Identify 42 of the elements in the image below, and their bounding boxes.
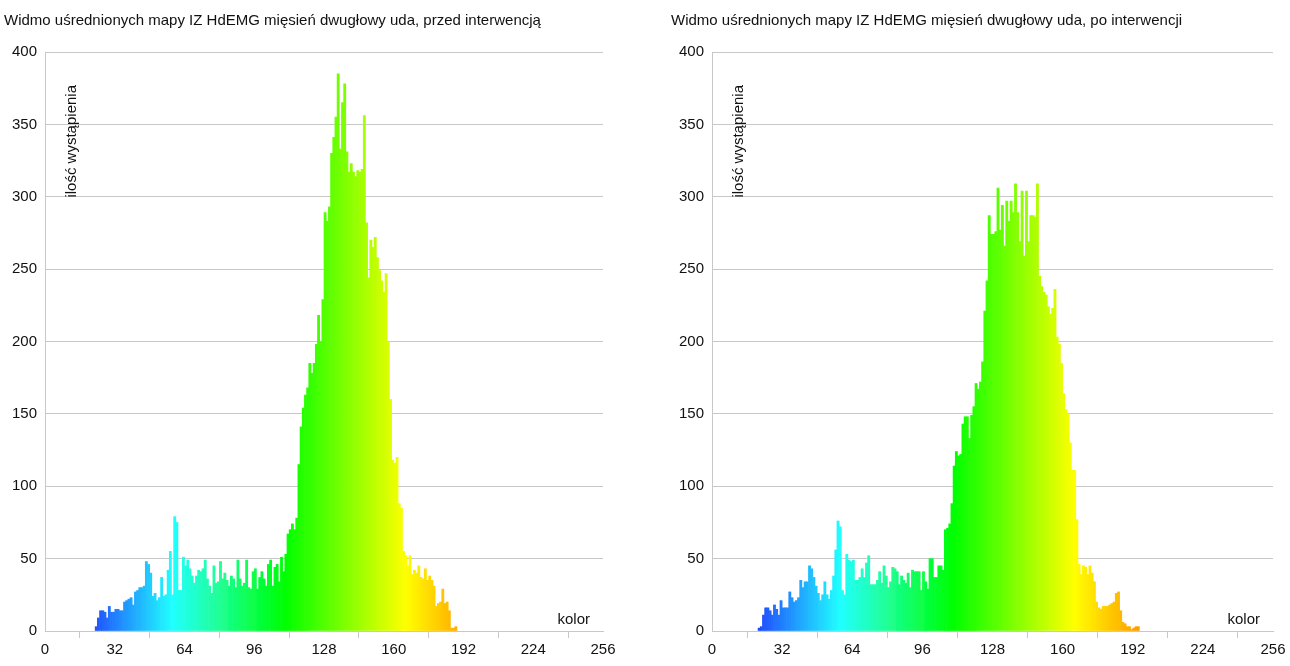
x-tick-label: 0 bbox=[40, 640, 50, 658]
x-tick-label: 192 bbox=[1120, 640, 1146, 658]
chart-title: Widmo uśrednionych mapy IZ HdEMG mięsień dwugłowy uda, po interwencji bbox=[671, 11, 1183, 29]
y-tick-label: 400 bbox=[12, 42, 38, 60]
y-tick-label: 50 bbox=[20, 548, 38, 566]
y-tick-label: 300 bbox=[12, 186, 38, 204]
y-tick-label: 300 bbox=[679, 186, 705, 204]
x-tick-label: 128 bbox=[311, 640, 337, 658]
x-tick-label: 224 bbox=[1190, 640, 1216, 658]
y-tick-label: 250 bbox=[679, 259, 705, 277]
x-tick-label: 160 bbox=[381, 640, 407, 658]
y-tick-label: 100 bbox=[679, 476, 705, 494]
y-tick-label: 350 bbox=[12, 114, 38, 132]
y-tick-label: 350 bbox=[679, 114, 705, 132]
y-tick-label: 150 bbox=[12, 404, 38, 422]
y-tick-label: 200 bbox=[679, 331, 705, 349]
y-tick-label: 0 bbox=[28, 621, 38, 639]
x-tick-label: 96 bbox=[245, 640, 263, 658]
y-tick-label: 50 bbox=[687, 548, 705, 566]
y-axis-title: ilość wystąpienia bbox=[729, 84, 747, 198]
x-axis-title: kolor bbox=[1227, 609, 1260, 627]
x-tick-label: 64 bbox=[843, 640, 861, 658]
y-tick-label: 200 bbox=[12, 331, 38, 349]
x-axis-title: kolor bbox=[557, 609, 590, 627]
x-tick-label: 256 bbox=[590, 640, 616, 658]
y-tick-label: 400 bbox=[679, 42, 705, 60]
x-tick-label: 160 bbox=[1050, 640, 1076, 658]
x-tick-label: 224 bbox=[520, 640, 546, 658]
y-tick-label: 100 bbox=[12, 476, 38, 494]
x-tick-label: 32 bbox=[773, 640, 791, 658]
chart-title: Widmo uśrednionych mapy IZ HdEMG mięsień dwugłowy uda, przed interwencją bbox=[4, 11, 542, 29]
x-tick-label: 192 bbox=[450, 640, 477, 658]
x-tick-label: 32 bbox=[106, 640, 124, 658]
x-tick-label: 64 bbox=[176, 640, 193, 658]
x-tick-label: 0 bbox=[707, 640, 717, 658]
y-tick-label: 250 bbox=[12, 259, 38, 277]
y-axis-title: ilość wystąpienia bbox=[62, 84, 80, 198]
y-tick-label: 150 bbox=[679, 404, 705, 422]
x-tick-label: 96 bbox=[914, 640, 931, 658]
x-tick-label: 256 bbox=[1260, 640, 1286, 658]
x-tick-label: 128 bbox=[980, 640, 1006, 658]
y-tick-label: 0 bbox=[695, 621, 705, 639]
